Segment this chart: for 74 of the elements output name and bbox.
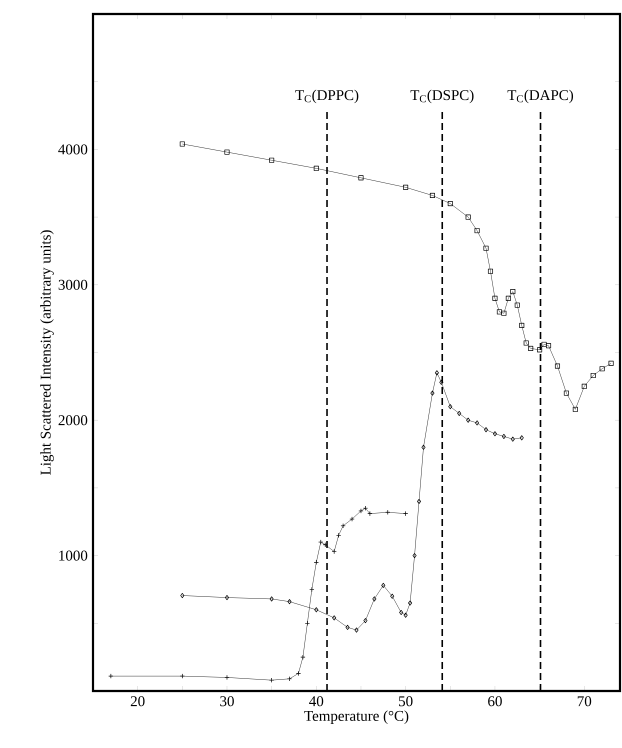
point (572, 406, 578, 412)
point (492, 296, 498, 301)
point (542, 342, 547, 347)
ref-line-label: T$_{C}$(DSPC) (410, 90, 474, 104)
point (483, 246, 489, 251)
point (180, 141, 185, 147)
y-tick-label: 2000 (58, 415, 88, 426)
point (600, 366, 605, 372)
point (608, 360, 614, 366)
point (224, 150, 230, 155)
x-tick-label: 20 (130, 696, 145, 706)
point (417, 498, 422, 504)
point (314, 166, 319, 171)
x-axis-title: Temperature (°C) (304, 710, 408, 724)
point (496, 309, 502, 314)
point (501, 310, 506, 316)
point (484, 427, 488, 432)
point (404, 612, 408, 618)
point (506, 296, 511, 301)
point (546, 343, 552, 348)
point (457, 410, 462, 416)
point (474, 228, 480, 234)
point (430, 390, 434, 396)
point (372, 596, 376, 602)
point (224, 595, 229, 600)
point (381, 582, 386, 588)
point (354, 628, 358, 633)
y-axis-title: Light Scattered Intensity (arbitrary units) (40, 230, 54, 475)
point (519, 322, 524, 328)
point (288, 599, 292, 604)
point (514, 302, 520, 308)
point (434, 370, 439, 376)
ref-line-label: T$_{C}$(DAPC) (508, 90, 574, 104)
point (314, 607, 318, 612)
point (524, 340, 529, 346)
point (403, 184, 408, 190)
point (466, 214, 471, 220)
x-tick-label: 70 (578, 696, 592, 706)
point (399, 610, 404, 616)
y-tick-label: 3000 (58, 280, 88, 290)
point (502, 434, 506, 439)
point (430, 192, 435, 198)
point (390, 594, 394, 599)
y-tick-label: 1000 (59, 550, 88, 561)
point (492, 431, 497, 436)
point (412, 553, 417, 558)
x-tick-label: 40 (309, 696, 324, 706)
point (332, 615, 336, 620)
y-tick-label: 4000 (58, 144, 88, 154)
point (448, 201, 453, 206)
point (408, 600, 412, 606)
point (537, 347, 542, 352)
point (346, 624, 350, 630)
point (269, 158, 274, 163)
point (564, 390, 569, 396)
point (358, 175, 364, 180)
point (510, 289, 516, 294)
point (448, 404, 452, 410)
point (270, 596, 274, 602)
point (466, 418, 470, 423)
point (422, 444, 426, 450)
point (554, 364, 560, 369)
point (488, 268, 494, 274)
ref-line-label: T$_{C}$(DPPC) (295, 90, 358, 104)
x-tick-label: 30 (220, 696, 234, 706)
point (510, 436, 515, 442)
point (528, 346, 534, 351)
point (475, 420, 480, 426)
point (582, 384, 587, 389)
x-tick-label: 60 (488, 696, 502, 706)
point (439, 380, 444, 385)
point (590, 372, 596, 378)
point (363, 618, 368, 624)
x-tick-label: 50 (399, 696, 413, 706)
